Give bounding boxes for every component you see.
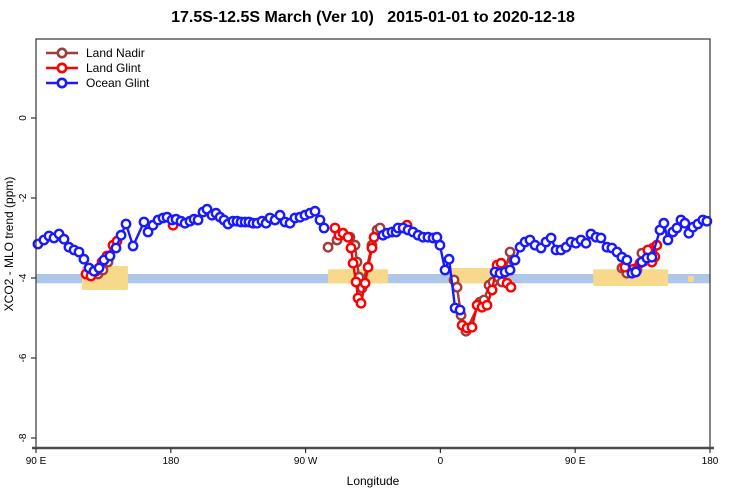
data-point bbox=[671, 222, 683, 234]
data-point bbox=[342, 231, 354, 243]
data-point bbox=[545, 232, 557, 244]
data-point bbox=[454, 304, 466, 316]
data-point bbox=[368, 231, 380, 243]
data-series bbox=[32, 203, 713, 337]
data-point bbox=[662, 234, 674, 246]
legend-item-land-glint: Land Glint bbox=[46, 61, 141, 75]
data-point bbox=[347, 257, 359, 269]
data-point bbox=[486, 284, 498, 296]
y-axis-label: XCO2 - MLO trend (ppm) bbox=[2, 177, 16, 312]
data-point bbox=[192, 214, 204, 226]
data-point bbox=[73, 246, 85, 258]
x-tick-label: 90 W bbox=[294, 456, 318, 467]
series-ocean-glint bbox=[32, 203, 713, 316]
x-tick-label: 180 bbox=[162, 456, 179, 467]
data-point bbox=[138, 216, 150, 228]
chart-title: 17.5S-12.5S March (Ver 10) 2015-01-01 to… bbox=[171, 9, 575, 26]
x-tick-label: 180 bbox=[702, 456, 719, 467]
data-point bbox=[359, 277, 371, 289]
data-point bbox=[481, 299, 493, 311]
data-point bbox=[509, 254, 521, 266]
legend-label: Land Glint bbox=[86, 61, 141, 75]
data-point bbox=[443, 253, 455, 265]
y-axis-ticks: 0 -2 -4 -6 -8 bbox=[18, 115, 36, 442]
legend-item-ocean-glint: Ocean Glint bbox=[46, 76, 150, 90]
y-tick-label: -8 bbox=[18, 433, 29, 442]
x-axis-ticks: 90 E 180 90 W 0 90 E 180 bbox=[26, 448, 719, 467]
data-point bbox=[580, 237, 592, 249]
data-point bbox=[350, 276, 362, 288]
data-point bbox=[595, 232, 607, 244]
data-point bbox=[274, 209, 286, 221]
data-point bbox=[93, 262, 105, 274]
data-point bbox=[58, 233, 70, 245]
legend-item-land-nadir: Land Nadir bbox=[46, 46, 145, 60]
x-axis-label: Longitude bbox=[347, 474, 400, 488]
data-point bbox=[78, 253, 90, 265]
y-tick-label: 0 bbox=[18, 115, 29, 121]
data-point bbox=[104, 250, 116, 262]
data-point bbox=[495, 257, 507, 269]
data-point bbox=[505, 281, 517, 293]
x-tick-label: 90 E bbox=[26, 456, 47, 467]
shaded-bands bbox=[36, 266, 710, 290]
legend-marker bbox=[56, 77, 68, 89]
data-point bbox=[646, 251, 658, 263]
data-point bbox=[621, 254, 633, 266]
data-point bbox=[142, 226, 154, 238]
y-tick-label: -2 bbox=[18, 193, 29, 202]
legend-marker bbox=[56, 62, 68, 74]
data-point bbox=[127, 240, 139, 252]
data-point bbox=[658, 217, 670, 229]
data-point bbox=[110, 242, 122, 254]
data-point bbox=[630, 266, 642, 278]
data-point bbox=[318, 222, 330, 234]
data-point bbox=[439, 264, 451, 276]
legend-marker bbox=[56, 47, 68, 59]
x-tick-label: 0 bbox=[438, 456, 444, 467]
data-point bbox=[120, 218, 132, 230]
x-tick-label: 90 E bbox=[565, 456, 586, 467]
data-point bbox=[679, 217, 691, 229]
data-point bbox=[701, 215, 713, 227]
data-point bbox=[309, 205, 321, 217]
y-tick-label: -4 bbox=[18, 273, 29, 282]
data-point bbox=[314, 214, 326, 226]
data-point bbox=[362, 261, 374, 273]
data-point bbox=[322, 241, 334, 253]
legend-label: Land Nadir bbox=[86, 46, 145, 60]
legend-label: Ocean Glint bbox=[86, 76, 150, 90]
data-point bbox=[345, 242, 357, 254]
data-point bbox=[115, 229, 127, 241]
y-tick-label: -6 bbox=[18, 353, 29, 362]
data-point bbox=[466, 321, 478, 333]
data-point bbox=[355, 297, 367, 309]
data-point bbox=[366, 242, 378, 254]
data-point bbox=[504, 264, 516, 276]
land-patch-small bbox=[687, 276, 694, 282]
data-point bbox=[434, 239, 446, 251]
